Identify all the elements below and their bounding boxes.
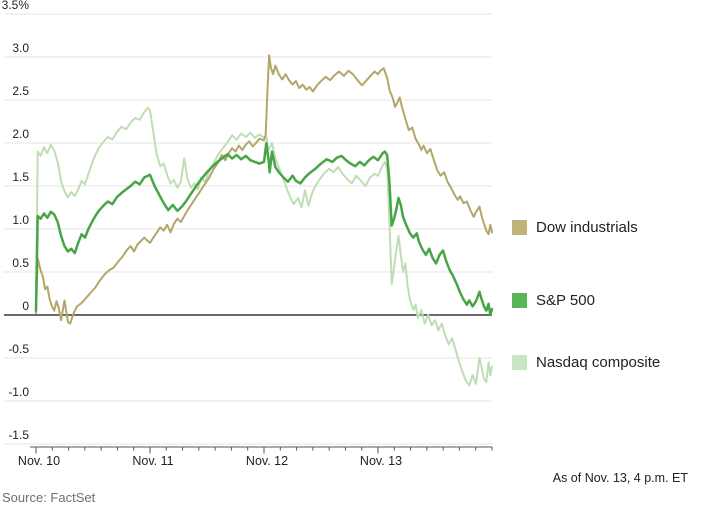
legend-item-sp500: S&P 500: [512, 291, 595, 309]
x-axis-day-label: Nov. 12: [246, 454, 288, 468]
y-axis-tick-label: 3.5%: [2, 0, 30, 12]
y-axis-tick-label: -1.0: [8, 385, 29, 399]
legend-label: S&P 500: [536, 291, 595, 309]
y-axis-tick-label: 0.5: [12, 256, 29, 270]
sp500-swatch-icon: [512, 292, 527, 308]
nasdaq-composite-swatch-icon: [512, 354, 527, 370]
legend-label: Nasdaq composite: [536, 353, 661, 371]
y-axis-tick-label: -1.5: [8, 428, 29, 442]
y-axis-tick-label: 2.5: [12, 84, 29, 98]
series-line-nasdaq-composite: [35, 106, 493, 387]
y-axis-tick-label: -0.5: [8, 342, 29, 356]
source-note: Source: FactSet: [2, 490, 96, 505]
series-line-dow-industrials: [35, 54, 493, 325]
series-line-s-p-500: [34, 141, 494, 317]
legend-item-nasdaq-composite: Nasdaq composite: [512, 353, 661, 371]
dow-industrials-swatch-icon: [512, 219, 527, 235]
x-axis-day-label: Nov. 10: [18, 454, 60, 468]
x-axis-day-label: Nov. 13: [360, 454, 402, 468]
legend-item-dow-industrials: Dow industrials: [512, 218, 638, 236]
x-axis-day-label: Nov. 11: [132, 454, 173, 468]
y-axis-tick-label: 0: [22, 299, 29, 313]
as-of-note: As of Nov. 13, 4 p.m. ET: [552, 471, 688, 485]
y-axis-tick-label: 1.0: [12, 213, 29, 227]
y-axis-tick-label: 2.0: [12, 127, 29, 141]
legend-label: Dow industrials: [536, 218, 638, 236]
y-axis-tick-label: 1.5: [12, 170, 29, 184]
y-axis-tick-label: 3.0: [12, 41, 29, 55]
